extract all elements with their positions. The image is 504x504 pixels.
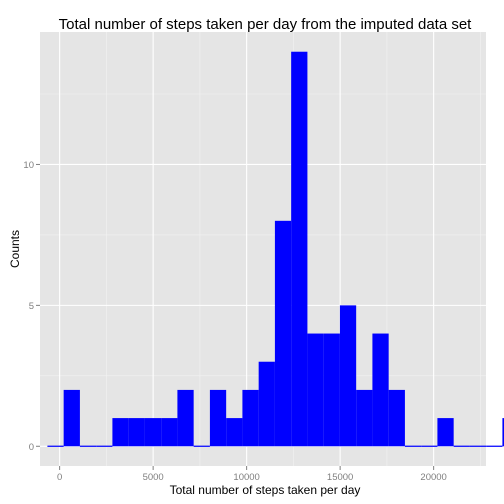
bars-group bbox=[47, 51, 504, 447]
histogram-bar bbox=[307, 333, 324, 447]
histogram-bar bbox=[242, 389, 259, 447]
y-tick-label: 5 bbox=[29, 301, 34, 312]
y-tick-label: 0 bbox=[29, 442, 34, 453]
histogram-bar bbox=[258, 361, 275, 447]
x-tick-label: 20000 bbox=[420, 472, 446, 483]
histogram-bar bbox=[161, 418, 178, 447]
histogram-bar bbox=[291, 51, 308, 447]
histogram-bar bbox=[177, 389, 194, 447]
x-tick-label: 10000 bbox=[233, 472, 259, 483]
x-axis-title: Total number of steps taken per day bbox=[170, 483, 361, 497]
histogram-bar bbox=[128, 418, 145, 447]
histogram-bar bbox=[112, 418, 129, 447]
histogram-bar bbox=[144, 418, 162, 447]
y-tick-label: 10 bbox=[23, 160, 34, 171]
histogram-bar bbox=[209, 389, 227, 447]
histogram-bar bbox=[339, 305, 357, 447]
histogram-bar bbox=[323, 333, 340, 447]
chart-title: Total number of steps taken per day from… bbox=[59, 16, 473, 33]
x-tick-label: 15000 bbox=[327, 472, 353, 483]
y-axis-title: Counts bbox=[8, 230, 22, 268]
histogram-bar bbox=[388, 389, 405, 447]
histogram-bar bbox=[63, 389, 80, 447]
histogram-bar bbox=[274, 220, 292, 447]
y-axis-ticks: 0 5 10 bbox=[23, 160, 40, 453]
histogram-bar bbox=[372, 333, 389, 447]
histogram-bar bbox=[502, 418, 504, 447]
x-axis-ticks: 0 5000 10000 15000 20000 bbox=[57, 466, 447, 483]
x-tick-label: 5000 bbox=[143, 472, 164, 483]
x-tick-label: 0 bbox=[57, 472, 62, 483]
histogram-bar bbox=[437, 418, 454, 447]
histogram-bar bbox=[226, 418, 243, 447]
histogram-bar bbox=[356, 389, 373, 447]
